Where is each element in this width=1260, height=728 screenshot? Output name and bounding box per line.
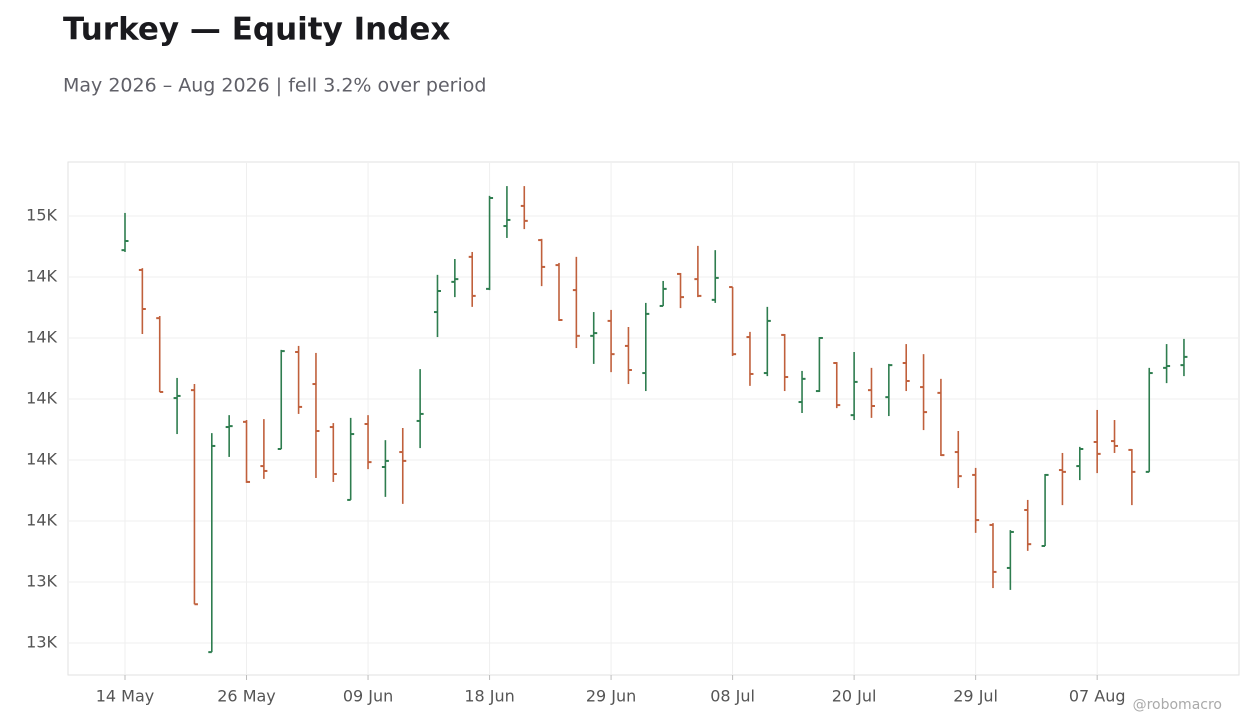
y-tick-label: 14K xyxy=(26,449,57,468)
x-tick-label: 07 Aug xyxy=(1069,687,1126,706)
y-tick-label: 14K xyxy=(26,510,57,529)
x-tick-label: 08 Jul xyxy=(710,687,755,706)
y-tick-label: 14K xyxy=(26,266,57,285)
watermark: @robomacro xyxy=(1133,697,1222,713)
x-tick-label: 20 Jul xyxy=(832,687,877,706)
x-tick-label: 09 Jun xyxy=(343,687,393,706)
chart-subtitle: May 2026 – Aug 2026 | fell 3.2% over per… xyxy=(63,75,486,97)
y-tick-label: 13K xyxy=(26,571,57,590)
y-tick-label: 14K xyxy=(26,388,57,407)
x-tick-label: 18 Jun xyxy=(464,687,514,706)
x-tick-label: 14 May xyxy=(96,687,155,706)
x-tick-label: 29 Jul xyxy=(953,687,998,706)
plot-area xyxy=(67,161,1240,676)
x-tick-label: 29 Jun xyxy=(586,687,636,706)
y-tick-label: 14K xyxy=(26,327,57,346)
chart-title: Turkey — Equity Index xyxy=(63,12,450,48)
y-tick-label: 15K xyxy=(26,205,57,224)
x-tick-label: 26 May xyxy=(217,687,276,706)
y-tick-label: 13K xyxy=(26,632,57,651)
